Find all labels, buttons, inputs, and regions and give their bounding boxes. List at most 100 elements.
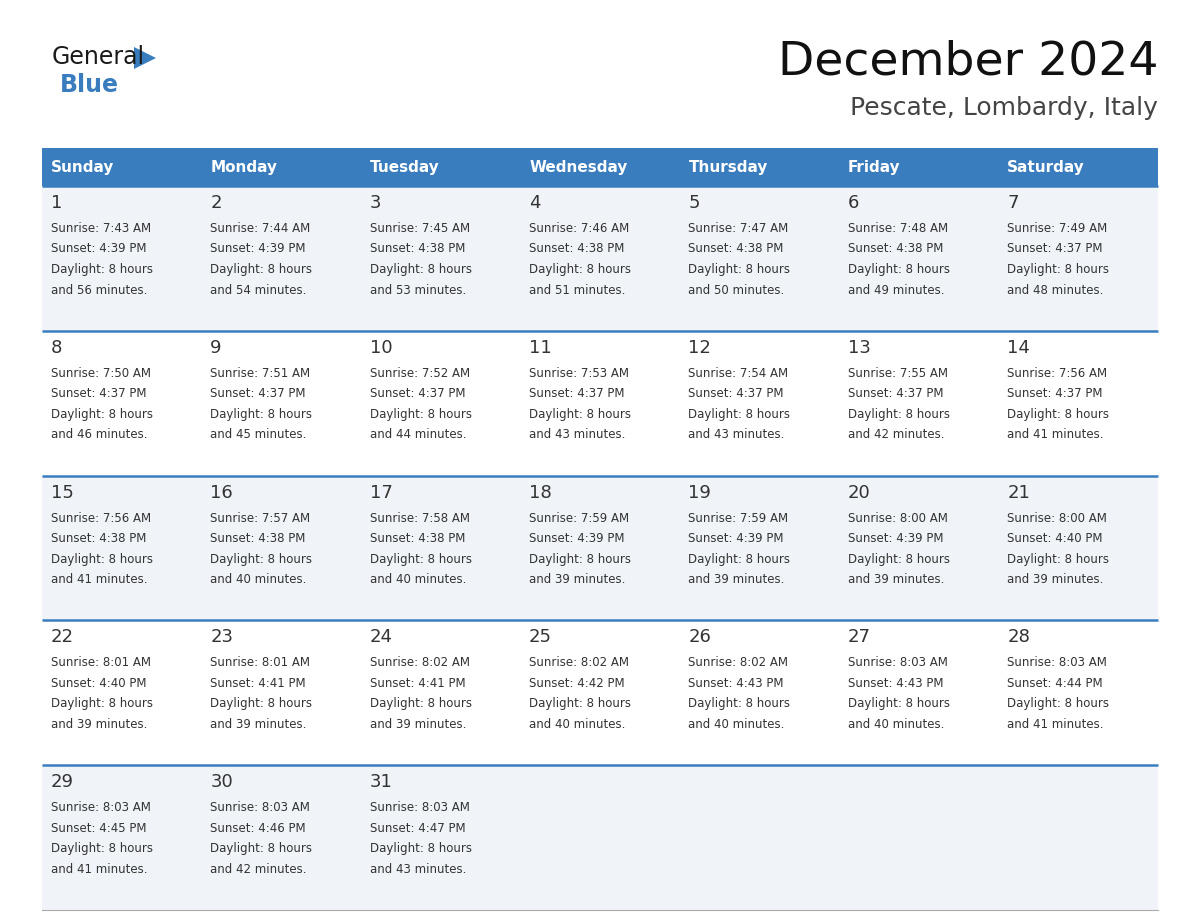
Text: Sunset: 4:40 PM: Sunset: 4:40 PM	[1007, 532, 1102, 545]
Text: and 43 minutes.: and 43 minutes.	[369, 863, 466, 876]
Text: Daylight: 8 hours: Daylight: 8 hours	[529, 553, 631, 565]
Bar	[361, 148, 520, 186]
Text: and 53 minutes.: and 53 minutes.	[369, 284, 466, 297]
Bar	[680, 148, 839, 186]
Text: Sunset: 4:39 PM: Sunset: 4:39 PM	[51, 242, 146, 255]
Text: Sunset: 4:38 PM: Sunset: 4:38 PM	[529, 242, 625, 255]
Text: 1: 1	[51, 194, 62, 212]
Bar	[839, 330, 999, 476]
Text: 14: 14	[1007, 339, 1030, 357]
Text: and 39 minutes.: and 39 minutes.	[210, 718, 307, 731]
Text: Sunset: 4:37 PM: Sunset: 4:37 PM	[369, 387, 466, 400]
Text: Sunrise: 7:53 AM: Sunrise: 7:53 AM	[529, 367, 630, 380]
Text: 23: 23	[210, 629, 233, 646]
Text: 22: 22	[51, 629, 74, 646]
Text: 2: 2	[210, 194, 222, 212]
Bar	[680, 186, 839, 330]
Text: and 39 minutes.: and 39 minutes.	[1007, 573, 1104, 586]
Text: 4: 4	[529, 194, 541, 212]
Text: and 40 minutes.: and 40 minutes.	[210, 573, 307, 586]
Text: Daylight: 8 hours: Daylight: 8 hours	[848, 408, 950, 420]
Text: 8: 8	[51, 339, 62, 357]
Text: and 41 minutes.: and 41 minutes.	[1007, 429, 1104, 442]
Bar	[680, 330, 839, 476]
Text: Blue: Blue	[61, 73, 119, 97]
Bar	[202, 621, 361, 766]
Text: and 39 minutes.: and 39 minutes.	[369, 718, 466, 731]
Text: Sunrise: 7:58 AM: Sunrise: 7:58 AM	[369, 511, 469, 524]
Text: Daylight: 8 hours: Daylight: 8 hours	[1007, 698, 1110, 711]
Text: 12: 12	[689, 339, 712, 357]
Bar	[42, 330, 202, 476]
Text: Friday: Friday	[848, 161, 901, 175]
Text: Daylight: 8 hours: Daylight: 8 hours	[848, 698, 950, 711]
Bar	[520, 148, 680, 186]
Text: and 40 minutes.: and 40 minutes.	[369, 573, 466, 586]
Text: Sunrise: 8:00 AM: Sunrise: 8:00 AM	[1007, 511, 1107, 524]
Text: Sunrise: 8:00 AM: Sunrise: 8:00 AM	[848, 511, 948, 524]
Text: Daylight: 8 hours: Daylight: 8 hours	[369, 553, 472, 565]
Bar	[680, 766, 839, 910]
Text: and 43 minutes.: and 43 minutes.	[689, 429, 785, 442]
Text: Sunrise: 7:49 AM: Sunrise: 7:49 AM	[1007, 222, 1107, 235]
Bar	[42, 766, 202, 910]
Text: Daylight: 8 hours: Daylight: 8 hours	[210, 263, 312, 276]
Text: Sunday: Sunday	[51, 161, 114, 175]
Bar	[361, 186, 520, 330]
Text: Sunset: 4:37 PM: Sunset: 4:37 PM	[689, 387, 784, 400]
Text: 30: 30	[210, 773, 233, 791]
Text: Daylight: 8 hours: Daylight: 8 hours	[529, 698, 631, 711]
Text: Daylight: 8 hours: Daylight: 8 hours	[848, 263, 950, 276]
Text: and 39 minutes.: and 39 minutes.	[51, 718, 147, 731]
Text: Daylight: 8 hours: Daylight: 8 hours	[369, 698, 472, 711]
Bar	[839, 621, 999, 766]
Text: 3: 3	[369, 194, 381, 212]
Text: and 39 minutes.: and 39 minutes.	[529, 573, 625, 586]
Text: Sunrise: 7:44 AM: Sunrise: 7:44 AM	[210, 222, 310, 235]
Bar	[42, 621, 202, 766]
Text: Daylight: 8 hours: Daylight: 8 hours	[689, 698, 790, 711]
Text: 10: 10	[369, 339, 392, 357]
Text: and 42 minutes.: and 42 minutes.	[848, 429, 944, 442]
Text: and 51 minutes.: and 51 minutes.	[529, 284, 625, 297]
Text: and 56 minutes.: and 56 minutes.	[51, 284, 147, 297]
Text: and 39 minutes.: and 39 minutes.	[689, 573, 785, 586]
Text: Sunset: 4:39 PM: Sunset: 4:39 PM	[848, 532, 943, 545]
Bar	[999, 621, 1158, 766]
Text: and 40 minutes.: and 40 minutes.	[689, 718, 785, 731]
Text: Tuesday: Tuesday	[369, 161, 440, 175]
Text: and 41 minutes.: and 41 minutes.	[51, 573, 147, 586]
Text: Daylight: 8 hours: Daylight: 8 hours	[51, 842, 153, 856]
Bar	[999, 186, 1158, 330]
Bar	[680, 476, 839, 621]
Text: Sunset: 4:46 PM: Sunset: 4:46 PM	[210, 822, 305, 834]
Bar	[999, 766, 1158, 910]
Bar	[42, 476, 202, 621]
Text: 19: 19	[689, 484, 712, 501]
Bar	[42, 148, 202, 186]
Text: Sunrise: 7:56 AM: Sunrise: 7:56 AM	[1007, 367, 1107, 380]
Text: 18: 18	[529, 484, 551, 501]
Text: 27: 27	[848, 629, 871, 646]
Text: Sunrise: 7:50 AM: Sunrise: 7:50 AM	[51, 367, 151, 380]
Text: Daylight: 8 hours: Daylight: 8 hours	[210, 698, 312, 711]
Text: Sunrise: 8:03 AM: Sunrise: 8:03 AM	[848, 656, 948, 669]
Text: and 50 minutes.: and 50 minutes.	[689, 284, 785, 297]
Bar	[202, 330, 361, 476]
Bar	[202, 476, 361, 621]
Text: Sunrise: 8:02 AM: Sunrise: 8:02 AM	[529, 656, 630, 669]
Text: Sunset: 4:38 PM: Sunset: 4:38 PM	[210, 532, 305, 545]
Bar	[520, 186, 680, 330]
Text: and 54 minutes.: and 54 minutes.	[210, 284, 307, 297]
Text: 24: 24	[369, 629, 392, 646]
Text: Daylight: 8 hours: Daylight: 8 hours	[1007, 263, 1110, 276]
Text: Daylight: 8 hours: Daylight: 8 hours	[210, 553, 312, 565]
Text: Sunrise: 8:02 AM: Sunrise: 8:02 AM	[369, 656, 469, 669]
Text: and 46 minutes.: and 46 minutes.	[51, 429, 147, 442]
Text: and 49 minutes.: and 49 minutes.	[848, 284, 944, 297]
Text: Sunrise: 8:01 AM: Sunrise: 8:01 AM	[51, 656, 151, 669]
Text: Daylight: 8 hours: Daylight: 8 hours	[689, 263, 790, 276]
Bar	[839, 766, 999, 910]
Text: Sunset: 4:45 PM: Sunset: 4:45 PM	[51, 822, 146, 834]
Text: Sunset: 4:39 PM: Sunset: 4:39 PM	[689, 532, 784, 545]
